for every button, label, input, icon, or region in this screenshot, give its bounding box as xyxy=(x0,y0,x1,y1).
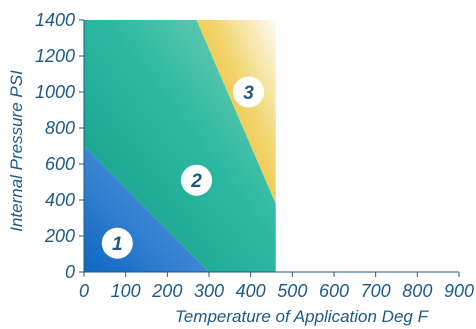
region-badge-circle xyxy=(181,164,212,196)
region-badge-label: 3 xyxy=(243,83,254,104)
x-axis-title: Temperature of Application Deg F xyxy=(175,307,430,326)
y-tick-label: 1000 xyxy=(35,82,75,102)
y-tick-label: 1400 xyxy=(35,10,75,30)
y-tick-label: 0 xyxy=(65,262,75,282)
y-tick-label: 1200 xyxy=(35,46,75,66)
region-1-badge: 1 xyxy=(101,227,133,259)
region-badge-label: 1 xyxy=(112,234,123,255)
x-tick-label: 700 xyxy=(361,281,391,301)
x-tick-label: 300 xyxy=(194,281,224,301)
region-3-badge: 3 xyxy=(233,76,265,108)
y-tick-label: 200 xyxy=(44,226,75,246)
y-tick-label: 800 xyxy=(45,118,75,138)
region-badge-label: 2 xyxy=(190,171,202,192)
ticks-layer: 0 100 200 300 400 500 600 700 800 900 0 200 400 600 80… xyxy=(35,10,474,301)
region-labels-layer: 1 2 3 xyxy=(101,76,265,259)
x-tick-label: 400 xyxy=(236,281,266,301)
x-tick-label: 600 xyxy=(319,281,349,301)
y-axis-title: Internal Pressure PSI xyxy=(7,70,26,232)
x-tick-label: 500 xyxy=(277,281,307,301)
y-tick-label: 600 xyxy=(45,154,75,174)
axes-layer xyxy=(83,20,459,273)
y-tick-label: 400 xyxy=(45,190,75,210)
x-tick-label: 200 xyxy=(151,281,182,301)
x-tick-label: 800 xyxy=(402,281,432,301)
x-tick-label: 0 xyxy=(79,281,89,301)
region-badge-circle xyxy=(101,227,133,259)
x-tick-label: 100 xyxy=(111,281,141,301)
region-2-area xyxy=(84,20,276,272)
region-badge-circle xyxy=(233,76,265,108)
region-3-area xyxy=(196,20,276,204)
region-2-badge: 2 xyxy=(181,164,212,196)
x-tick-label: 900 xyxy=(444,281,474,301)
